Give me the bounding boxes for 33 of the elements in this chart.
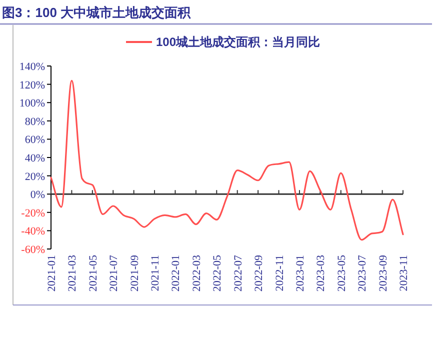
y-tick-label: 20% (24, 170, 45, 183)
y-tick-label: -20% (21, 207, 45, 220)
x-tick-label: 2021-01 (46, 255, 58, 292)
y-tick-label: 120% (19, 79, 45, 92)
y-tick-label: 60% (24, 134, 45, 146)
x-tick-label: 2021-07 (108, 254, 120, 292)
line-series (50, 80, 404, 241)
x-tick-label: 2023-05 (336, 254, 348, 292)
y-tick-label: 140% (19, 61, 45, 73)
legend-label: 100城土地成交面积：当月同比 (156, 35, 320, 49)
x-tick-label: 2021-03 (66, 254, 79, 292)
x-tick-label: 2023-11 (398, 255, 410, 292)
x-tick-label: 2022-07 (232, 254, 244, 292)
y-tick-label: -40% (21, 226, 45, 238)
x-tick-label: 2022-05 (212, 254, 224, 292)
y-tick-label: -60% (21, 244, 45, 256)
x-tick-label: 2023-03 (315, 254, 328, 292)
x-tick-label: 2023-01 (294, 255, 306, 292)
x-tick-label: 2022-03 (190, 254, 203, 292)
y-tick-label: 40% (24, 152, 45, 164)
x-tick-label: 2023-09 (377, 254, 390, 292)
x-tick-label: 2022-11 (274, 255, 286, 292)
x-tick-label: 2021-05 (87, 254, 100, 292)
x-tick-label: 2022-09 (253, 254, 266, 292)
y-tick-label: 0% (30, 189, 45, 202)
x-tick-label: 2023-07 (356, 254, 369, 292)
legend: 100城土地成交面积：当月同比 (126, 35, 320, 49)
y-tick-label: 100% (19, 98, 45, 110)
chart-title: 图3：100 大中城市土地成交面积 (2, 5, 192, 20)
y-tick-label: 80% (24, 116, 45, 128)
x-tick-label: 2021-09 (128, 254, 141, 292)
x-tick-label: 2021-11 (150, 255, 162, 292)
x-tick-label: 2022-01 (170, 255, 182, 292)
